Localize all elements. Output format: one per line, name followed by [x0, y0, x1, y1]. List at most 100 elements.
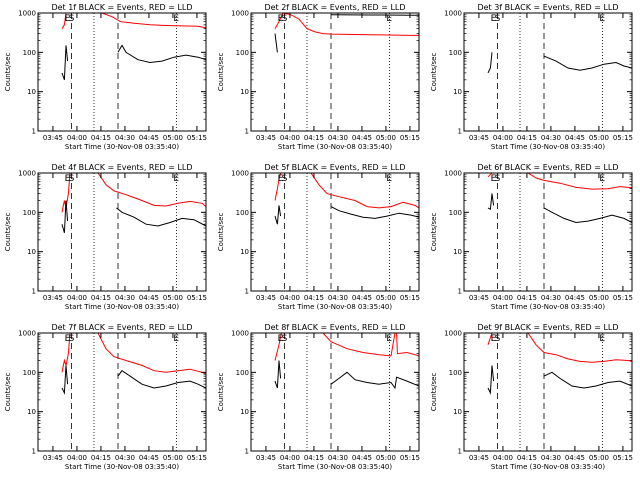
- events-series-line: [330, 206, 419, 219]
- plot-frame: [463, 332, 633, 452]
- x-tick-label: 04:15: [304, 294, 324, 302]
- series-group: [61, 173, 206, 234]
- plot-frame: [463, 172, 633, 292]
- x-tick-label: 04:00: [493, 454, 513, 462]
- y-tick-label: 100: [23, 49, 36, 57]
- events-series-line: [543, 371, 632, 389]
- x-tick-label: 04:00: [67, 134, 87, 142]
- y-tick-label: 100: [449, 209, 462, 217]
- chart-title: Det 4f BLACK = Events, RED = LLD: [51, 163, 192, 172]
- y-tick-label: 1000: [444, 170, 462, 178]
- x-tick-label: 04:15: [91, 134, 111, 142]
- x-tick-label: 04:45: [352, 134, 372, 142]
- plot-frame: [37, 12, 207, 132]
- x-tick-label: 05:00: [163, 294, 183, 302]
- x-tick-label: 05:15: [613, 134, 633, 142]
- events-series-line: [61, 365, 69, 395]
- interval-marker-label: E: [491, 14, 497, 24]
- events-series-line: [117, 44, 206, 64]
- x-tick-label: 05:15: [400, 134, 420, 142]
- x-tick-label: 04:30: [115, 134, 135, 142]
- series-group: [274, 13, 419, 53]
- y-tick-label: 1000: [444, 10, 462, 18]
- chart-panel: Det 7f BLACK = Events, RED = LLD Counts/s…: [4, 323, 207, 471]
- interval-marker-label: E: [491, 174, 497, 184]
- interval-marker-label: S: [495, 14, 501, 24]
- x-tick-label: 04:45: [139, 454, 159, 462]
- x-tick-label: 05:00: [589, 454, 609, 462]
- x-tick-label: 04:00: [67, 294, 87, 302]
- y-axis-label: Counts/sec: [430, 213, 438, 252]
- x-tick-label: 04:30: [115, 294, 135, 302]
- interval-marker-label: S: [495, 334, 501, 344]
- x-axis-label: Start Time (30-Nov-08 03:35:40): [65, 303, 179, 311]
- x-tick-label: 03:45: [256, 454, 276, 462]
- chart-panel: Det 2f BLACK = Events, RED = LLD Counts/s…: [217, 3, 420, 151]
- x-tick-label: 05:00: [589, 294, 609, 302]
- x-tick-label: 04:30: [328, 294, 348, 302]
- lld-series-line: [73, 13, 206, 29]
- lld-series-line: [487, 173, 493, 178]
- x-tick-label: 04:30: [115, 454, 135, 462]
- lld-series-line: [97, 173, 206, 207]
- x-tick-label: 05:15: [187, 454, 207, 462]
- interval-marker-label: E: [65, 174, 71, 184]
- y-tick-label: 10: [453, 248, 462, 256]
- y-tick-label: 1000: [444, 330, 462, 338]
- plot-frame: [250, 172, 420, 292]
- x-axis-label: Start Time (30-Nov-08 03:35:40): [491, 303, 605, 311]
- x-tick-label: 05:00: [163, 134, 183, 142]
- plot-frame: [250, 12, 420, 132]
- chart-panel: Det 1f BLACK = Events, RED = LLD Counts/s…: [4, 3, 207, 151]
- y-axis-label: Counts/sec: [4, 213, 12, 252]
- y-tick-label: 10: [240, 248, 249, 256]
- x-tick-label: 05:00: [163, 454, 183, 462]
- y-axis-label: Counts/sec: [430, 373, 438, 412]
- x-tick-label: 04:45: [565, 294, 585, 302]
- x-tick-label: 04:00: [493, 134, 513, 142]
- interval-marker-label: E: [65, 14, 71, 24]
- chart-title: Det 6f BLACK = Events, RED = LLD: [477, 163, 618, 172]
- lld-series-line: [61, 13, 67, 29]
- x-tick-label: 05:15: [187, 294, 207, 302]
- y-tick-label: 10: [27, 248, 36, 256]
- y-axis-label: Counts/sec: [217, 53, 225, 92]
- x-tick-label: 04:45: [352, 454, 372, 462]
- x-tick-label: 05:15: [187, 134, 207, 142]
- interval-marker-label: E: [599, 14, 605, 24]
- chart-title: Det 9f BLACK = Events, RED = LLD: [477, 323, 618, 332]
- x-tick-label: 04:00: [280, 134, 300, 142]
- x-tick-label: 04:00: [280, 454, 300, 462]
- chart-panel: Det 8f BLACK = Events, RED = LLD Counts/s…: [217, 323, 420, 471]
- x-axis-label: Start Time (30-Nov-08 03:35:40): [278, 143, 392, 151]
- chart-title: Det 3f BLACK = Events, RED = LLD: [477, 3, 618, 12]
- y-tick-label: 100: [236, 49, 249, 57]
- interval-marker-label: E: [599, 174, 605, 184]
- lld-series-line: [97, 333, 206, 375]
- x-axis-label: Start Time (30-Nov-08 03:35:40): [491, 463, 605, 471]
- chart-panel: Det 4f BLACK = Events, RED = LLD Counts/s…: [4, 163, 207, 311]
- x-tick-label: 03:45: [43, 454, 63, 462]
- events-series-line: [116, 207, 206, 227]
- y-tick-label: 1000: [18, 330, 36, 338]
- y-tick-label: 100: [449, 369, 462, 377]
- y-tick-label: 10: [453, 408, 462, 416]
- lld-series-line: [527, 333, 632, 363]
- x-tick-label: 04:30: [541, 134, 561, 142]
- plot-frame: [37, 172, 207, 292]
- x-tick-label: 04:45: [565, 454, 585, 462]
- y-tick-label: 1: [245, 448, 249, 456]
- y-axis-label: Counts/sec: [4, 53, 12, 92]
- interval-marker-label: E: [173, 14, 179, 24]
- x-tick-label: 03:45: [469, 454, 489, 462]
- x-tick-label: 04:45: [352, 294, 372, 302]
- y-tick-label: 1000: [18, 170, 36, 178]
- chart-panel: Det 3f BLACK = Events, RED = LLD Counts/s…: [430, 3, 633, 151]
- series-group: [61, 333, 206, 395]
- events-series-line: [274, 205, 282, 225]
- y-axis-label: Counts/sec: [217, 213, 225, 252]
- interval-marker-label: E: [173, 174, 179, 184]
- lld-series-line: [274, 173, 282, 201]
